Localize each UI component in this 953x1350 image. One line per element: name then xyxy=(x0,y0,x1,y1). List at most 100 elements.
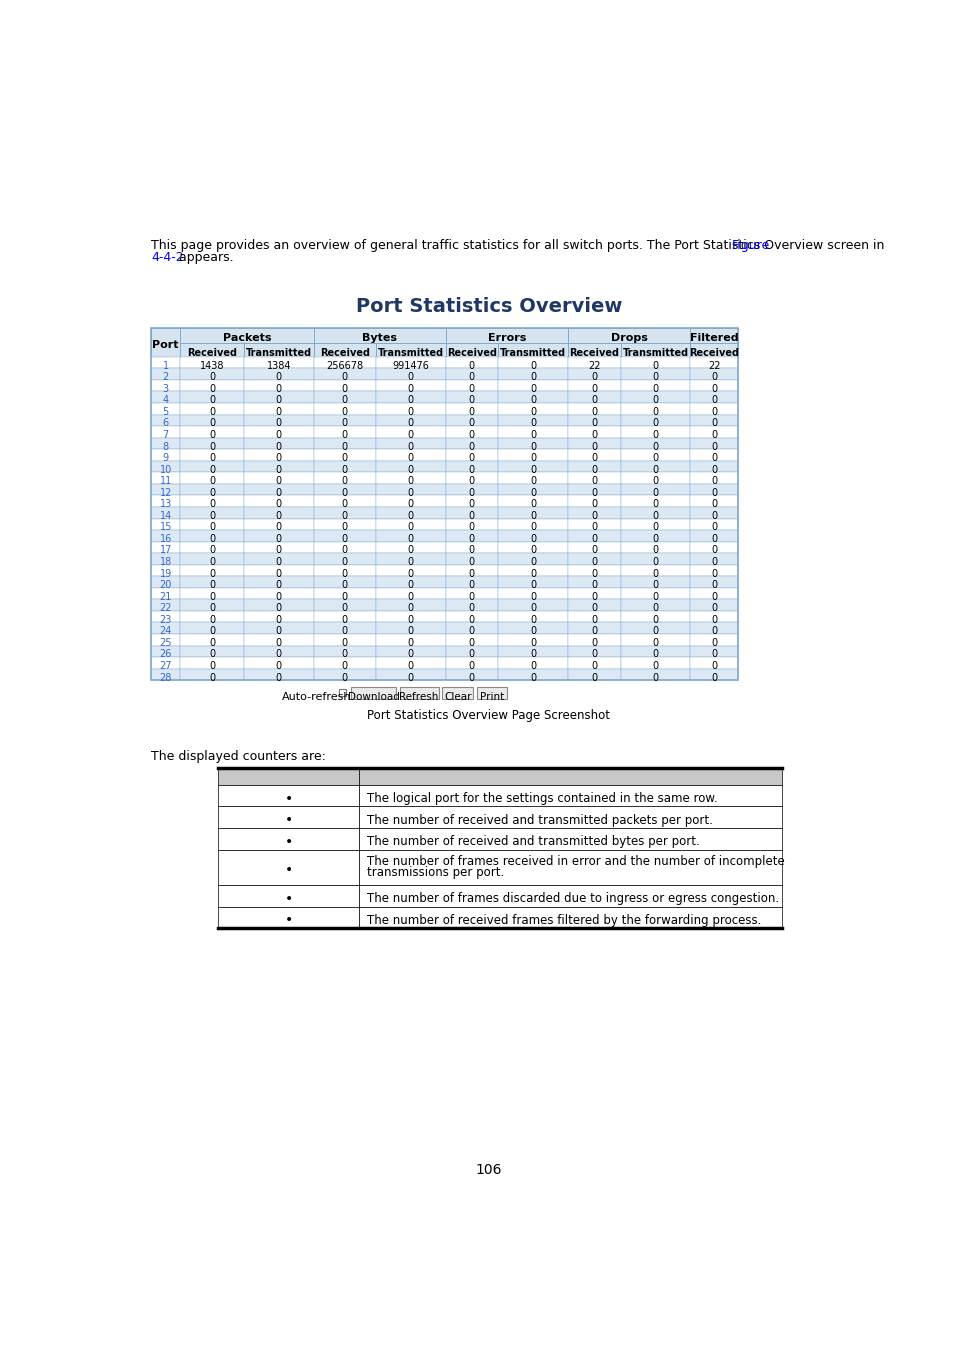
Text: 0: 0 xyxy=(468,500,475,509)
Bar xyxy=(151,379,180,391)
Text: 0: 0 xyxy=(275,672,282,683)
Bar xyxy=(314,622,375,634)
Text: 0: 0 xyxy=(209,441,215,451)
Text: 0: 0 xyxy=(468,383,475,394)
Bar xyxy=(314,645,375,657)
Bar xyxy=(244,564,314,576)
Text: 0: 0 xyxy=(591,591,597,602)
Text: 0: 0 xyxy=(275,500,282,509)
Bar xyxy=(151,472,180,483)
Text: 0: 0 xyxy=(468,464,475,475)
Bar xyxy=(445,508,497,518)
Bar xyxy=(445,356,497,369)
Bar xyxy=(690,668,738,680)
Text: 0: 0 xyxy=(468,510,475,521)
Text: 0: 0 xyxy=(209,383,215,394)
Text: 0: 0 xyxy=(530,383,536,394)
Text: The displayed counters are:: The displayed counters are: xyxy=(151,749,326,763)
Text: Bytes: Bytes xyxy=(362,333,396,343)
Bar xyxy=(151,450,180,460)
Bar xyxy=(567,564,620,576)
Bar xyxy=(375,612,445,622)
Text: 21: 21 xyxy=(159,591,172,602)
Bar xyxy=(359,784,781,806)
Bar xyxy=(151,369,180,379)
Bar xyxy=(620,657,690,668)
Bar xyxy=(620,531,690,541)
Text: The number of received and transmitted bytes per port.: The number of received and transmitted b… xyxy=(367,836,700,848)
Text: 27: 27 xyxy=(159,662,172,671)
Text: 13: 13 xyxy=(159,500,172,509)
Bar xyxy=(445,483,497,495)
Text: 0: 0 xyxy=(341,500,348,509)
Bar xyxy=(217,784,359,806)
Bar xyxy=(497,508,567,518)
Text: 0: 0 xyxy=(652,649,658,659)
Bar xyxy=(445,460,497,472)
Text: 0: 0 xyxy=(530,533,536,544)
Bar xyxy=(690,645,738,657)
Bar xyxy=(180,328,314,343)
Text: 0: 0 xyxy=(530,558,536,567)
Text: 0: 0 xyxy=(711,626,717,636)
Text: 0: 0 xyxy=(652,626,658,636)
Bar xyxy=(567,668,620,680)
Text: 9: 9 xyxy=(163,454,169,463)
Text: Transmitted: Transmitted xyxy=(499,348,565,358)
Text: 0: 0 xyxy=(652,477,658,486)
Text: 24: 24 xyxy=(159,626,172,636)
Bar xyxy=(497,483,567,495)
Bar xyxy=(445,599,497,612)
Text: 0: 0 xyxy=(341,487,348,498)
Text: 0: 0 xyxy=(209,464,215,475)
Text: 0: 0 xyxy=(468,614,475,625)
Bar xyxy=(151,392,180,404)
Text: 0: 0 xyxy=(530,396,536,405)
Bar xyxy=(314,634,375,645)
Text: 0: 0 xyxy=(468,672,475,683)
Bar xyxy=(497,427,567,437)
Text: 0: 0 xyxy=(468,545,475,555)
Bar xyxy=(314,599,375,612)
Text: 991476: 991476 xyxy=(392,360,429,371)
Text: 0: 0 xyxy=(530,454,536,463)
Text: 25: 25 xyxy=(159,637,172,648)
Bar xyxy=(314,564,375,576)
Bar xyxy=(445,564,497,576)
Bar xyxy=(375,472,445,483)
Text: Clear: Clear xyxy=(444,693,471,702)
Bar xyxy=(180,472,244,483)
Text: 0: 0 xyxy=(209,373,215,382)
Bar xyxy=(690,518,738,531)
Text: 0: 0 xyxy=(407,568,414,579)
Text: 0: 0 xyxy=(275,614,282,625)
Text: 0: 0 xyxy=(407,522,414,532)
Bar xyxy=(314,414,375,427)
Bar xyxy=(359,828,781,849)
Text: 0: 0 xyxy=(591,637,597,648)
Text: The number of frames received in error and the number of incomplete: The number of frames received in error a… xyxy=(367,855,784,868)
Bar xyxy=(180,587,244,599)
Text: 0: 0 xyxy=(711,441,717,451)
Text: 0: 0 xyxy=(711,637,717,648)
Text: 0: 0 xyxy=(711,603,717,613)
Text: 0: 0 xyxy=(711,672,717,683)
Text: 0: 0 xyxy=(209,672,215,683)
Bar xyxy=(442,687,473,699)
Text: 0: 0 xyxy=(591,522,597,532)
Text: 28: 28 xyxy=(159,672,172,683)
Text: 0: 0 xyxy=(407,396,414,405)
Bar xyxy=(690,328,738,343)
Text: •: • xyxy=(284,834,293,849)
Bar xyxy=(497,564,567,576)
Bar xyxy=(375,554,445,564)
Bar xyxy=(217,849,359,886)
Text: 0: 0 xyxy=(275,373,282,382)
Bar xyxy=(690,404,738,414)
Text: Received: Received xyxy=(446,348,497,358)
Text: 0: 0 xyxy=(591,533,597,544)
Text: 0: 0 xyxy=(468,360,475,371)
Bar xyxy=(690,599,738,612)
Bar xyxy=(151,495,180,508)
Text: 0: 0 xyxy=(468,429,475,440)
